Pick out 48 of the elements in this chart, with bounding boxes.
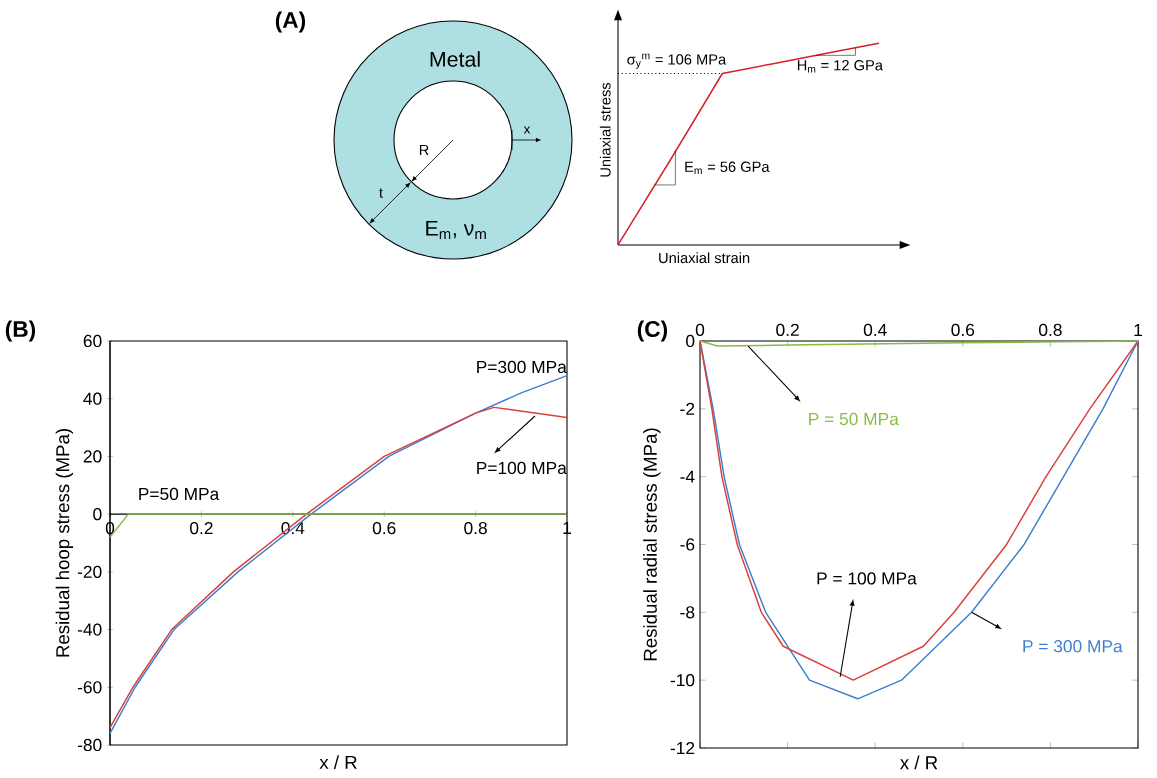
text: P=100 MPa [477,461,567,475]
x-axis-title: x / R [319,755,357,770]
y-tick-label: -20 [77,565,102,578]
text: P = 300 MPa [1023,640,1123,653]
text: E$_{m}$, ν$_{m}$ [426,220,486,240]
y-tick-label: -2 [680,402,695,415]
y-tick-label: 20 [83,450,102,463]
y-tick-label: 0 [93,507,102,521]
y-tick-label: -80 [77,738,102,752]
y-tick-label: 0 [686,334,695,348]
y-tick-label: -12 [670,741,695,755]
chart-title: (C) [637,320,668,342]
y-tick-label: 40 [83,392,102,405]
text: P = 100 MPa [817,572,917,585]
text: P = 50 MPa [809,412,899,426]
x-tick-label: 1 [1134,324,1142,337]
x-tick-label: 0.8 [1039,323,1062,337]
y-axis-title: Residual radial stress (MPa) [643,428,661,661]
text: t [379,188,383,198]
y-axis-title: Uniaxial stress [599,82,611,177]
text: (A) [275,11,306,33]
series-label: P=50 MPa [139,487,220,501]
x-axis-title: x / R [900,755,938,770]
text: R [419,144,429,156]
y-tick-label: 60 [83,334,102,348]
x-tick-label: 1 [563,521,571,534]
x-tick-label: 0.6 [951,323,975,337]
annotation: σ$_{y}$$^{m}$ = 106 MPa [627,53,727,69]
series-label: P=300 MPa [477,360,567,374]
annotation: E$_{m}$ = 56 GPa [685,161,770,175]
y-tick-label: -60 [77,681,102,694]
y-axis-title: Residual hoop stress (MPa) [55,429,74,657]
x-tick-label: 0.2 [776,323,799,337]
y-tick-label: -8 [680,606,695,619]
y-tick-label: -40 [77,623,102,636]
chart-title: (B) [5,320,36,342]
y-tick-label: -4 [680,470,695,483]
text: Metal [430,51,480,67]
y-tick-label: -6 [680,538,695,551]
annotation: H$_{m}$ = 12 GPa [797,60,883,73]
x-tick-label: 0.8 [464,521,487,535]
x-tick-label: 0.4 [863,323,887,337]
y-tick-label: -10 [670,674,695,687]
x-tick-label: 0.2 [190,521,213,535]
text: x [523,126,531,134]
x-tick-label: 0 [695,323,705,337]
x-axis-title: Uniaxial strain [659,252,750,264]
x-tick-label: 0.6 [372,521,396,535]
